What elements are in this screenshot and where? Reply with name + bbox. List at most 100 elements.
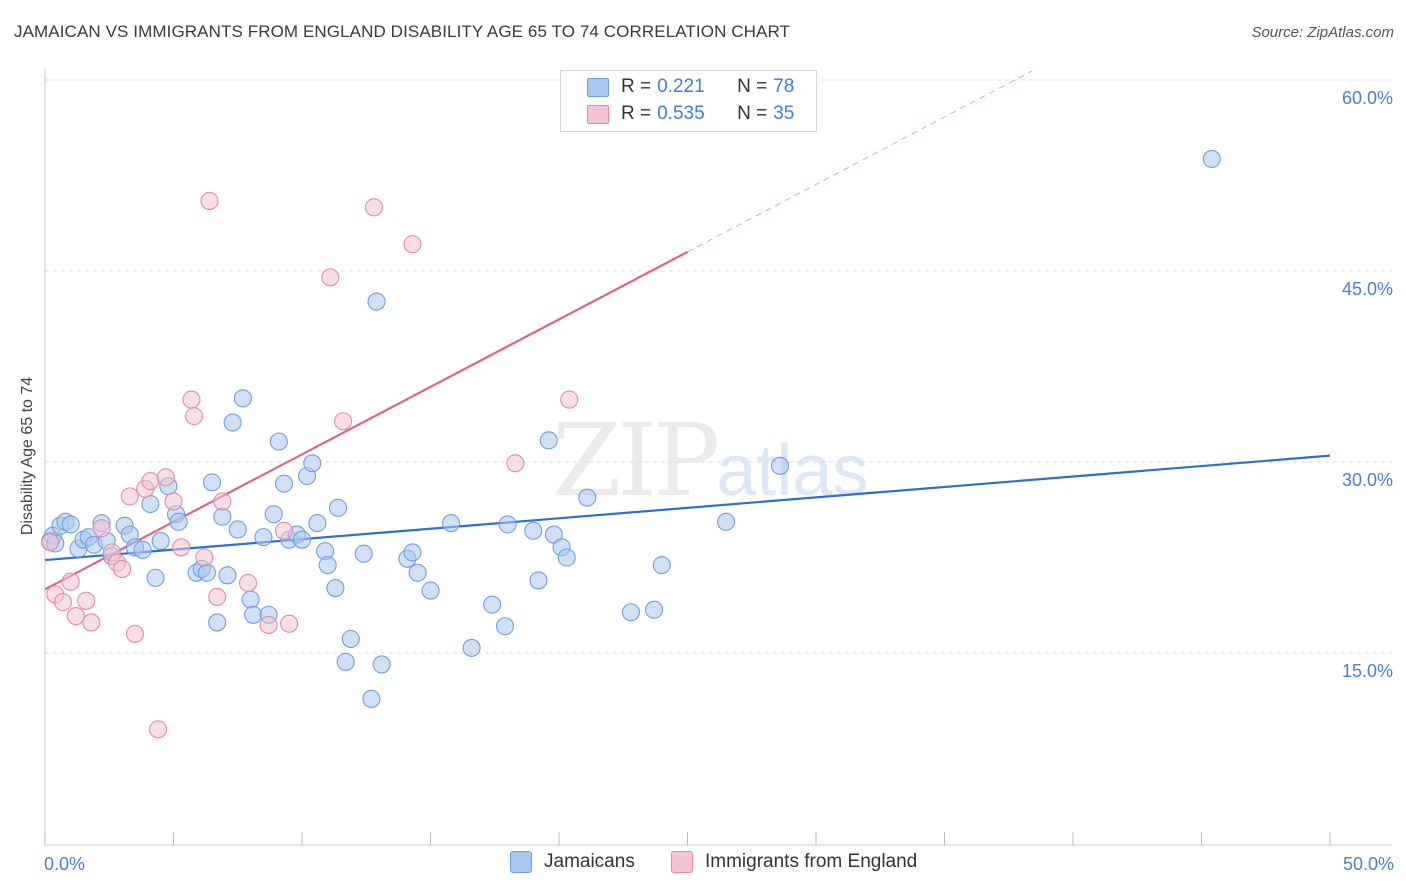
jamaican-point (318, 556, 337, 575)
jamaican-trend-line (44, 454, 1331, 562)
england-point (334, 412, 353, 431)
jamaican-point (308, 514, 327, 533)
england-trend-line (44, 250, 689, 591)
jamaican-point (292, 530, 312, 549)
y-tick-label: 60.0% (1342, 88, 1393, 108)
england-point (149, 720, 168, 739)
england-point (164, 492, 183, 511)
legend-row-england: R = 0.535 N = 35 (587, 102, 794, 126)
jamaican-point (254, 528, 273, 547)
jamaican-point (228, 520, 247, 539)
england-point (77, 591, 96, 610)
england-point (113, 559, 132, 579)
legend-r-value: 0.535 (657, 103, 705, 124)
jamaican-point (61, 515, 80, 534)
legend-r-label: R = (621, 103, 652, 124)
england-point (200, 191, 219, 211)
england-point (213, 492, 232, 511)
jamaican-point (241, 590, 260, 609)
jamaican-point (362, 689, 381, 708)
jamaican-point (652, 556, 671, 575)
jamaican-point (524, 521, 543, 540)
y-tick-label: 30.0% (1342, 470, 1393, 490)
jamaican-point (341, 629, 360, 649)
jamaican-point (218, 566, 237, 585)
legend-n-label: N = (737, 103, 768, 124)
jamaican-point (244, 605, 263, 624)
jamaican-point (169, 512, 188, 531)
trend-lines (44, 70, 1331, 591)
jamaican-point (197, 563, 216, 582)
bottom-legend-label-england: Immigrants from England (705, 851, 918, 872)
jamaican-point (326, 579, 345, 598)
england-point (195, 548, 214, 567)
jamaican-point (529, 571, 548, 590)
england-point (208, 587, 227, 607)
england-point (120, 487, 139, 506)
jamaican-point (1202, 149, 1221, 168)
england-point (41, 533, 60, 552)
bottom-legend-swatch-jamaicans (510, 851, 532, 873)
y-axis-label: Disability Age 65 to 74 (19, 377, 36, 535)
jamaican-point (621, 603, 641, 622)
tick-labels: 15.0% 30.0% 45.0% 60.0% 0.0% 50.0% (44, 88, 1394, 874)
england-point (141, 472, 160, 491)
england-point (182, 390, 201, 409)
jamaican-point (208, 613, 227, 632)
jamaican-point (203, 473, 222, 492)
jamaican-point (233, 389, 252, 408)
legend-swatch-england (587, 104, 609, 124)
y-tick-label: 15.0% (1342, 661, 1393, 681)
bottom-legend-england: Immigrants from England (671, 851, 917, 873)
england-point (125, 624, 144, 643)
england-point (53, 593, 73, 612)
legend-n-value: 35 (773, 103, 795, 124)
england-point (82, 613, 101, 632)
england-point (238, 573, 258, 593)
jamaican-point (483, 595, 502, 614)
jamaican-point (403, 543, 422, 562)
stats-legend: R = 0.221 N = 78 R = 0.535 N = 35 (560, 70, 817, 132)
jamaican-point (462, 638, 481, 657)
england-point (66, 607, 85, 626)
england-point (403, 235, 422, 254)
bottom-legend-label-jamaicans: Jamaicans (544, 851, 635, 872)
england-point (259, 615, 278, 635)
england-point (560, 390, 579, 409)
bottom-legend-swatch-england (671, 851, 693, 873)
england-point (274, 521, 294, 540)
legend-r-value: 0.221 (657, 76, 705, 97)
jamaican-point (133, 540, 152, 559)
england-point (92, 519, 111, 538)
jamaican-point (269, 432, 288, 451)
jamaican-point (336, 652, 355, 671)
watermark-atlas: atlas (716, 431, 869, 511)
jamaican-point (328, 498, 348, 517)
jamaican-point (421, 581, 440, 600)
jamaican-point (141, 494, 160, 514)
england-point (156, 468, 175, 487)
x-tick-label: 50.0% (1343, 854, 1394, 874)
england-trend-extension (687, 70, 1033, 253)
jamaican-point (495, 617, 515, 636)
chart-title: JAMAICAN VS IMMIGRANTS FROM ENGLAND DISA… (14, 22, 791, 41)
jamaican-point (372, 655, 391, 674)
legend-r-label: R = (621, 76, 652, 97)
jamaican-point (645, 600, 664, 619)
legend-row-jamaicans: R = 0.221 N = 78 (587, 75, 794, 99)
england-point (280, 614, 299, 633)
jamaican-point (408, 563, 427, 582)
legend-n-label: N = (737, 76, 768, 97)
legend-swatch-jamaicans (587, 77, 609, 97)
jamaican-point (578, 488, 597, 507)
jamaican-point (303, 454, 322, 473)
england-point (61, 572, 80, 591)
jamaican-point (498, 515, 517, 534)
jamaican-point (770, 456, 790, 475)
england-point (185, 407, 204, 426)
jamaican-point (223, 413, 242, 432)
jamaican-point (213, 507, 232, 526)
jamaican-point (716, 512, 736, 531)
england-point (506, 454, 525, 473)
